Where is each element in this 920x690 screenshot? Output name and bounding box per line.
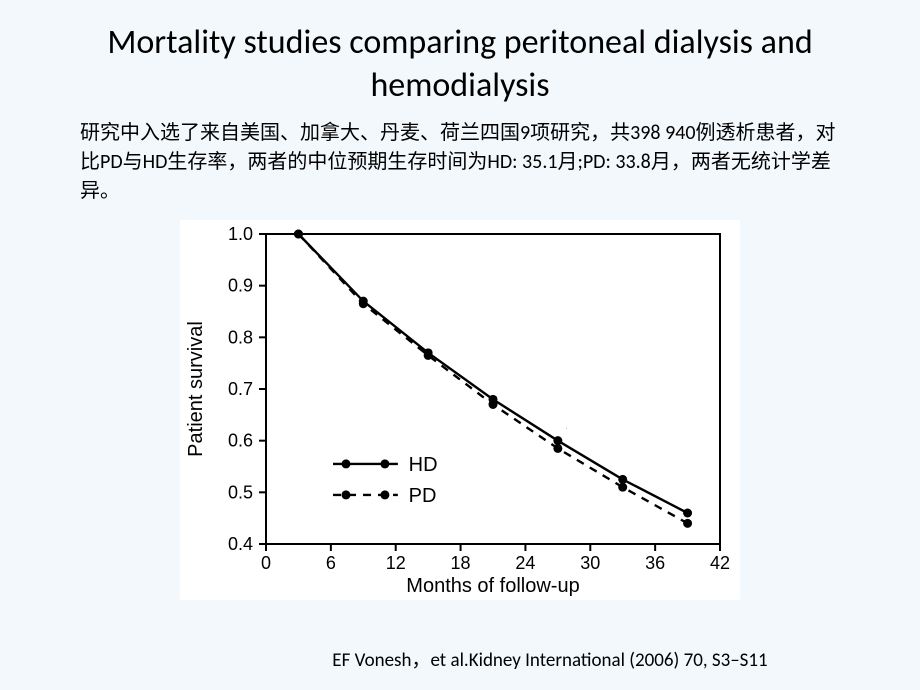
svg-text:PD: PD bbox=[409, 485, 437, 507]
svg-text:0.4: 0.4 bbox=[228, 534, 253, 554]
svg-text:24: 24 bbox=[515, 553, 535, 573]
svg-text:0.7: 0.7 bbox=[228, 379, 253, 399]
svg-text:42: 42 bbox=[710, 553, 730, 573]
svg-text:30: 30 bbox=[580, 553, 600, 573]
svg-text:Patient survival: Patient survival bbox=[185, 321, 207, 457]
svg-text:12: 12 bbox=[386, 553, 406, 573]
svg-text:0.8: 0.8 bbox=[228, 327, 253, 347]
svg-text:0: 0 bbox=[261, 553, 271, 573]
slide-subtitle: 研究中入选了来自美国、加拿大、丹麦、荷兰四国9项研究，共398 940例透析患者… bbox=[0, 115, 920, 216]
slide-title: Mortality studies comparing peritoneal d… bbox=[0, 0, 920, 115]
svg-text:6: 6 bbox=[326, 553, 336, 573]
svg-text:HD: HD bbox=[409, 454, 438, 476]
svg-text:1.0: 1.0 bbox=[228, 224, 253, 244]
chart-container: 0 6 12 18 24 30 36 42 0.4 0.5 0.6 0.7 0.8 0.9 1.0 Month… bbox=[0, 216, 920, 600]
watermark-dot: . bbox=[565, 420, 568, 432]
svg-text:Months of follow-up: Months of follow-up bbox=[406, 575, 579, 597]
svg-text:0.6: 0.6 bbox=[228, 431, 253, 451]
survival-chart: 0 6 12 18 24 30 36 42 0.4 0.5 0.6 0.7 0.8 0.9 1.0 Month… bbox=[180, 220, 740, 600]
svg-text:18: 18 bbox=[451, 553, 471, 573]
svg-text:0.5: 0.5 bbox=[228, 482, 253, 502]
svg-text:36: 36 bbox=[645, 553, 665, 573]
svg-text:0.9: 0.9 bbox=[228, 276, 253, 296]
citation-text: EF Vonesh，et al.Kidney International (20… bbox=[90, 645, 920, 672]
